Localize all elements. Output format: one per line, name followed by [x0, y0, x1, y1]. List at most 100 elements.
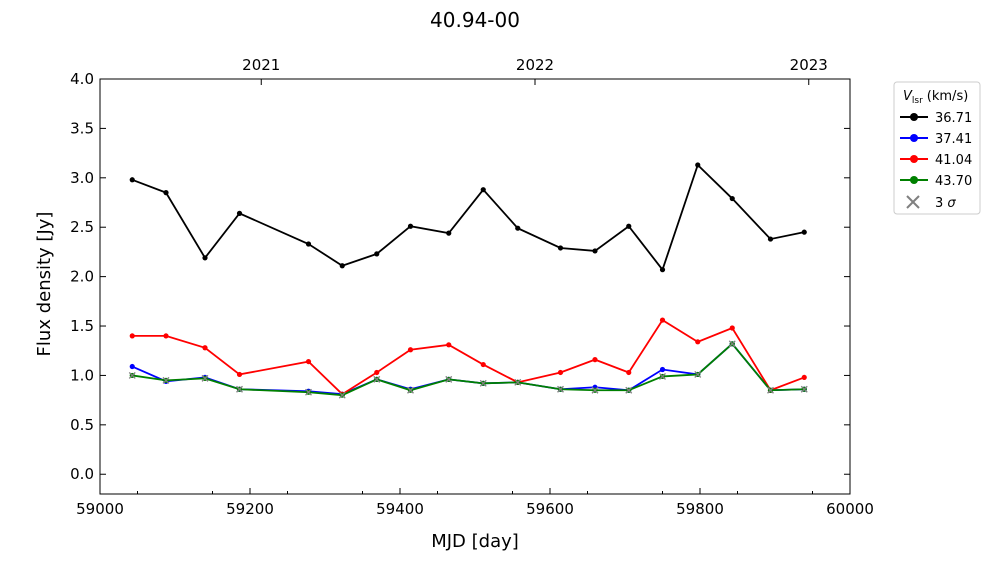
- data-point: [374, 251, 380, 257]
- data-point: [626, 223, 632, 229]
- data-point: [801, 229, 807, 235]
- legend-sigma-sym: σ: [947, 196, 956, 211]
- legend-title-unit: (km/s): [927, 89, 969, 104]
- data-point: [695, 339, 701, 345]
- sigma-marker-stroke: [236, 385, 243, 393]
- sigma-marker: [445, 375, 453, 383]
- legend-title: Vlsr (km/s): [903, 89, 968, 106]
- legend-sigma-num: 3: [935, 196, 943, 211]
- sigma-marker-stroke: [162, 376, 170, 384]
- legend-label: 41.04: [935, 153, 972, 168]
- data-point: [339, 263, 345, 269]
- data-point: [163, 333, 169, 339]
- data-point: [695, 162, 701, 168]
- legend-title-main: V: [903, 89, 913, 104]
- sigma-marker-stroke: [800, 385, 808, 393]
- data-point: [305, 358, 312, 365]
- data-point: [729, 325, 735, 331]
- legend-entry: 37.41: [900, 132, 972, 147]
- y-tick-label: 3.5: [70, 119, 94, 137]
- sigma-marker-stroke: [338, 391, 346, 399]
- data-point: [202, 345, 208, 351]
- data-point: [202, 255, 208, 261]
- legend-label: 43.70: [935, 174, 972, 189]
- data-point: [729, 195, 735, 202]
- legend-label: 36.71: [935, 111, 972, 126]
- data-point: [557, 245, 564, 251]
- legend-entry: 43.70: [900, 174, 972, 189]
- x-tick-label: 59200: [226, 500, 274, 518]
- data-point: [129, 363, 135, 370]
- sigma-marker: [236, 385, 243, 393]
- sigma-marker: [128, 371, 136, 379]
- sigma-marker-stroke: [625, 386, 633, 394]
- x-tick-label: 59800: [676, 500, 724, 518]
- sigma-marker: [767, 386, 774, 394]
- sigma-marker-stroke: [767, 386, 774, 394]
- sigma-marker: [479, 379, 487, 387]
- sigma-marker-stroke: [305, 388, 312, 396]
- legend: Vlsr (km/s) 36.71 37.41 41.04 43.70 3 σ: [893, 81, 981, 215]
- y-tick-label: 0.5: [70, 416, 94, 434]
- legend-title-sub: lsr: [912, 96, 923, 106]
- y-tick-label: 3.0: [70, 169, 94, 187]
- data-point: [236, 210, 243, 216]
- legend-sigma-label: 3 σ: [935, 196, 956, 211]
- legend-label: 37.41: [935, 132, 972, 147]
- sigma-marker-stroke: [479, 379, 487, 387]
- y-tick-label: 0.0: [70, 465, 94, 483]
- y-tick-label: 1.0: [70, 366, 94, 384]
- legend-marker: [910, 134, 918, 142]
- sigma-marker: [305, 388, 312, 396]
- data-point: [407, 223, 414, 229]
- data-point: [592, 248, 598, 254]
- legend-entry: 36.71: [900, 111, 972, 126]
- sigma-marker: [800, 385, 808, 393]
- sigma-marker-stroke: [728, 340, 736, 348]
- legend-entry: 41.04: [900, 153, 972, 168]
- sigma-marker: [625, 386, 633, 394]
- sigma-marker: [338, 391, 346, 399]
- data-point: [480, 361, 486, 368]
- x-tick-label: 59400: [376, 500, 424, 518]
- sigma-marker: [557, 385, 564, 393]
- x-axis-label: MJD [day]: [431, 531, 519, 552]
- x-tick-label: 60000: [826, 500, 874, 518]
- legend-entries: 36.71 37.41 41.04 43.70: [900, 111, 972, 189]
- sigma-marker: [201, 374, 209, 382]
- sigma-marker-stroke: [407, 386, 414, 394]
- data-point: [659, 366, 666, 373]
- y-axis-label: Flux density [Jy]: [34, 212, 55, 357]
- plot-area: 59000 59200 59400 59600 59800 60000 0.0 0.5 1.0 1…: [70, 56, 874, 518]
- sigma-marker: [162, 376, 170, 384]
- legend-marker: [910, 176, 918, 184]
- data-point: [659, 317, 666, 323]
- data-point: [407, 347, 414, 353]
- sigma-marker-stroke: [201, 374, 209, 382]
- sigma-marker: [407, 386, 414, 394]
- x-tick-label: 59000: [76, 500, 124, 518]
- sigma-marker-stroke: [514, 378, 522, 386]
- legend-marker: [910, 155, 918, 163]
- sigma-marker-stroke: [694, 370, 702, 378]
- data-point: [767, 236, 774, 242]
- top-year-label: 2021: [242, 56, 280, 74]
- sigma-marker-stroke: [373, 375, 381, 383]
- sigma-marker: [591, 386, 599, 394]
- data-point: [801, 374, 807, 381]
- series-line-41.04: [132, 318, 805, 396]
- y-tick-label: 2.0: [70, 268, 94, 286]
- data-point: [515, 225, 521, 231]
- data-point: [163, 190, 169, 196]
- legend-marker: [910, 113, 918, 121]
- data-point: [374, 369, 380, 376]
- legend-entry-sigma: 3 σ: [906, 195, 956, 211]
- data-point: [446, 230, 452, 236]
- data-point: [129, 333, 135, 339]
- chart-title: 40.94-00: [430, 8, 520, 32]
- data-point: [446, 342, 452, 348]
- sigma-marker-stroke: [445, 375, 453, 383]
- x-tick-label: 59600: [526, 500, 574, 518]
- sigma-marker-stroke: [591, 386, 599, 394]
- top-year-label: 2022: [516, 56, 554, 74]
